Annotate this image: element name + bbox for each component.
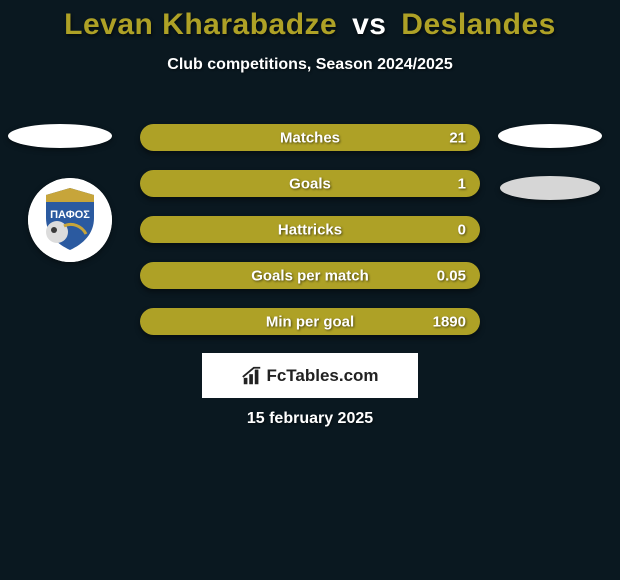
placeholder-ellipse-left bbox=[8, 124, 112, 148]
date-text: 15 february 2025 bbox=[0, 410, 620, 428]
bar-matches: Matches 21 bbox=[140, 124, 480, 151]
stat-bars: Matches 21 Goals 1 Hattricks 0 Goals per… bbox=[140, 124, 480, 354]
player2-name: Deslandes bbox=[401, 8, 556, 41]
bar-chart-icon bbox=[241, 365, 263, 387]
bar-label: Goals bbox=[289, 175, 331, 192]
bar-value: 0 bbox=[458, 221, 466, 238]
infographic-root: Levan Kharabadze vs Deslandes Club compe… bbox=[0, 0, 620, 580]
brand-panel: FcTables.com bbox=[202, 353, 418, 398]
placeholder-ellipse-right-2 bbox=[500, 176, 600, 200]
bar-label: Matches bbox=[280, 129, 340, 146]
bar-value: 21 bbox=[449, 129, 466, 146]
bar-value: 1 bbox=[458, 175, 466, 192]
club-badge-icon: ΠΑΦΟΣ bbox=[28, 178, 112, 262]
bar-goals: Goals 1 bbox=[140, 170, 480, 197]
bar-min-per-goal: Min per goal 1890 bbox=[140, 308, 480, 335]
bar-value: 0.05 bbox=[437, 267, 466, 284]
club-badge: ΠΑΦΟΣ bbox=[28, 178, 112, 262]
subtitle: Club competitions, Season 2024/2025 bbox=[0, 56, 620, 74]
vs-text: vs bbox=[352, 8, 386, 41]
player1-name: Levan Kharabadze bbox=[64, 8, 337, 41]
brand: FcTables.com bbox=[241, 365, 378, 387]
bar-goals-per-match: Goals per match 0.05 bbox=[140, 262, 480, 289]
brand-text: FcTables.com bbox=[266, 366, 378, 386]
bar-value: 1890 bbox=[433, 313, 466, 330]
bar-label: Min per goal bbox=[266, 313, 354, 330]
svg-text:ΠΑΦΟΣ: ΠΑΦΟΣ bbox=[50, 209, 90, 221]
bar-hattricks: Hattricks 0 bbox=[140, 216, 480, 243]
headline: Levan Kharabadze vs Deslandes bbox=[0, 0, 620, 42]
placeholder-ellipse-right-1 bbox=[498, 124, 602, 148]
bar-label: Hattricks bbox=[278, 221, 342, 238]
bar-label: Goals per match bbox=[251, 267, 369, 284]
